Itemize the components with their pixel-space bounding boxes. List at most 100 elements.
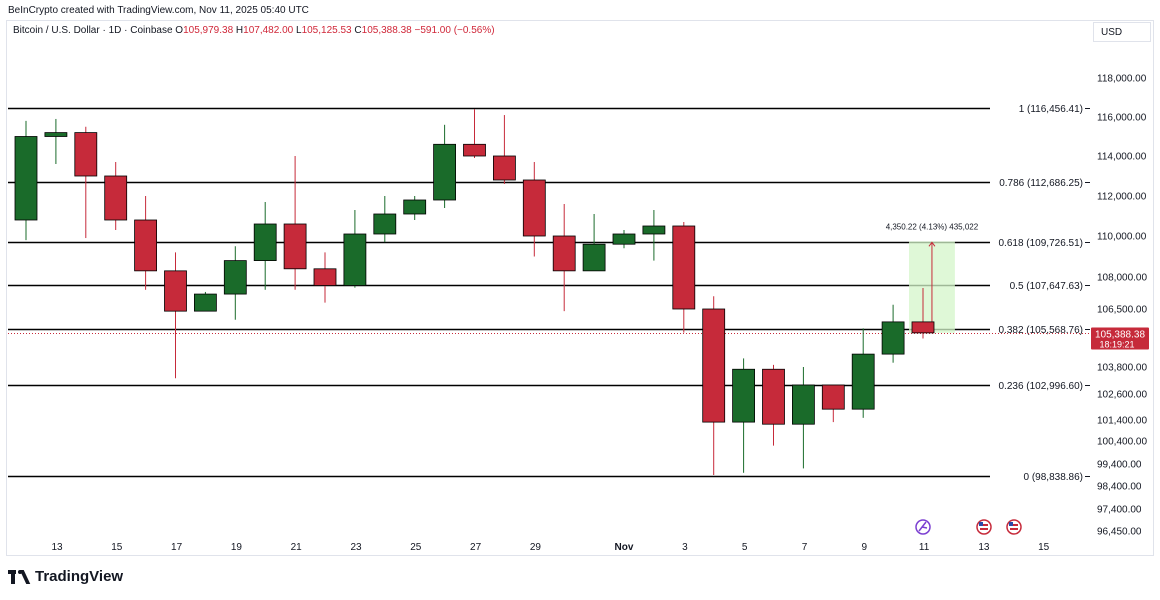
measure-arrowhead [928,241,936,247]
y-tick-label: 106,500.00 [1097,305,1147,316]
low-value: 105,125.53 [301,25,352,36]
candle-body [792,384,815,425]
x-tick-label: 19 [231,542,243,553]
candle-body [313,268,337,286]
candle-body [44,132,68,137]
candle-body [164,270,187,312]
candle-body [821,384,845,410]
x-tick-label: 5 [742,542,748,553]
flag-stripe [980,524,988,526]
close-label: C [354,25,362,36]
x-tick-label: 7 [802,542,808,553]
fib-label: 0 (98,838.86) [1024,472,1084,483]
candle-body [193,293,217,312]
candle-body [732,368,755,423]
candle-body [253,223,277,261]
open-label: O [175,25,184,36]
candle-body [14,136,38,221]
candle-body [612,233,636,245]
x-tick-label: 23 [350,542,362,553]
x-tick-label: 21 [291,542,303,553]
fib-label: 1 (116,456.41) [1019,104,1083,115]
y-tick-label: 102,600.00 [1097,390,1147,401]
measure-label: 4,350.22 (4.13%) 435,022 [886,222,979,231]
flag-canton [1009,522,1013,526]
y-tick-label: 97,400.00 [1097,505,1142,516]
y-tick-label: 110,000.00 [1097,232,1147,243]
candle-body [104,175,128,221]
high-value: 107,482.00 [243,25,294,36]
candle-body [881,321,905,355]
symbol-legend: Bitcoin / U.S. Dollar · 1D · Coinbase O1… [13,25,495,36]
price-tag-countdown: 18:19:21 [1099,340,1134,350]
candle-body [343,233,367,286]
fib-label: 0.236 (102,996.60) [998,381,1083,392]
x-tick-label: 9 [862,542,868,553]
candle-body [283,223,307,270]
fib-label: 0.5 (107,647.63) [1010,281,1083,292]
y-tick-label: 118,000.00 [1097,74,1147,85]
x-tick-label: 29 [530,542,542,553]
flag-canton [979,522,983,526]
candle-body [463,143,486,157]
x-tick-label: 27 [470,542,482,553]
x-tick-label: 25 [410,542,422,553]
currency-label: USD [1101,27,1123,38]
tradingview-logo-icon [8,569,31,584]
open-value: 105,979.38 [183,25,234,36]
y-tick-label: 98,400.00 [1097,482,1142,493]
candle-body [134,219,158,272]
y-tick-label: 114,000.00 [1097,152,1147,163]
change-value: −591.00 (−0.56%) [414,25,495,36]
candle-body [403,199,427,215]
flag-stripe [1010,528,1018,530]
x-tick-label: 15 [111,542,123,553]
low-label: L [296,25,302,36]
candle-body [911,321,935,334]
candle-body [642,225,666,235]
flag-stripe [980,528,988,530]
x-tick-label: Nov [615,542,634,553]
x-tick-label: 13 [978,542,990,553]
event-icon-mark [918,521,928,532]
y-tick-label: 96,450.00 [1097,527,1142,538]
fib-label: 0.382 (105,568.76) [998,325,1083,336]
candle-body [582,243,606,272]
flag-stripe [1010,524,1018,526]
candle-body [552,235,576,272]
y-tick-label: 108,000.00 [1097,273,1147,284]
y-tick-label: 103,800.00 [1097,363,1147,374]
candle-body [522,179,546,237]
x-tick-label: 15 [1038,542,1050,553]
candle-body [702,308,726,423]
y-tick-label: 112,000.00 [1097,192,1147,203]
y-tick-label: 100,400.00 [1097,437,1147,448]
currency-selector[interactable]: USD [1093,22,1151,42]
candle-body [672,225,696,310]
candle-body [433,143,457,201]
candle-body [223,260,247,295]
tradingview-logo[interactable]: TradingView [8,568,123,585]
close-value: 105,388.38 [361,25,412,36]
high-label: H [235,25,244,36]
candle-body [74,132,98,177]
x-tick-label: 13 [51,542,63,553]
chart-caption: BeInCrypto created with TradingView.com,… [8,5,309,16]
symbol-name[interactable]: Bitcoin / U.S. Dollar · 1D · Coinbase [13,25,173,36]
x-tick-label: 11 [919,542,930,553]
price-tag [1091,327,1149,350]
candle-body [851,353,875,410]
candle-body [762,368,785,425]
candle-body [373,213,397,235]
y-tick-label: 116,000.00 [1097,113,1147,124]
fib-label: 0.618 (109,726.51) [998,238,1083,249]
price-tag-value: 105,388.38 [1095,330,1145,341]
chart-frame [6,20,1154,556]
x-tick-label: 17 [171,542,183,553]
brand-name: TradingView [35,568,124,585]
y-tick-label: 101,400.00 [1097,416,1147,427]
y-tick-label: 99,400.00 [1097,460,1142,471]
fib-label: 0.786 (112,686.25) [999,178,1083,189]
candle-body [492,155,516,181]
